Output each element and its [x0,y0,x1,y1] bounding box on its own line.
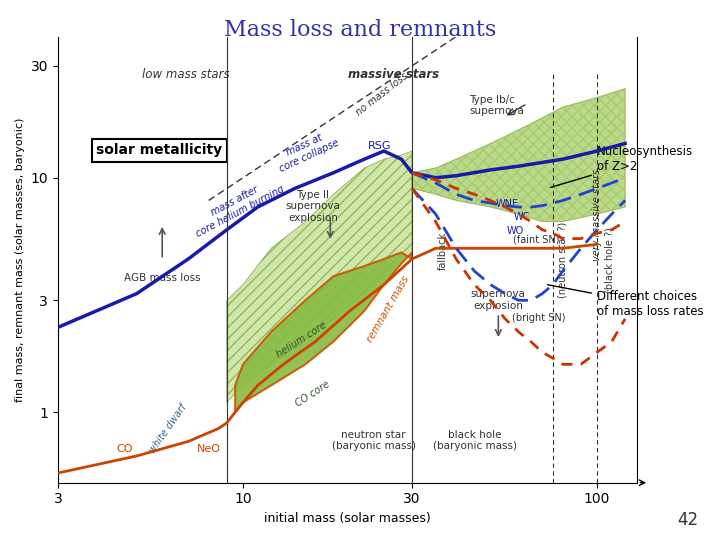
Text: AGB mass loss: AGB mass loss [124,273,201,283]
Text: Type II
supernova
explosion: Type II supernova explosion [285,190,341,222]
Text: 42: 42 [678,511,698,529]
Text: WO: WO [507,226,524,235]
Text: mass at
core collapse: mass at core collapse [273,127,341,174]
Text: low mass stars: low mass stars [142,68,229,81]
Text: (bright SN): (bright SN) [512,313,566,323]
Text: RSG: RSG [368,141,391,151]
Polygon shape [412,89,625,221]
Text: solar metallicity: solar metallicity [96,143,222,157]
Polygon shape [235,253,412,412]
Text: NeO: NeO [197,444,220,454]
Text: very massive stars: very massive stars [592,169,602,261]
Text: Mass loss and remnants: Mass loss and remnants [224,19,496,41]
Text: Nucleosynthesis
of Z>2: Nucleosynthesis of Z>2 [550,145,693,187]
Text: Different choices
of mass loss rates: Different choices of mass loss rates [547,285,703,318]
Text: fallback: fallback [438,232,449,270]
Text: (black hole ?): (black hole ?) [605,227,615,293]
Text: remnant mass: remnant mass [365,274,411,344]
Text: CO core: CO core [294,379,332,408]
Text: WNE: WNE [495,199,518,209]
Text: supernova
explosion: supernova explosion [471,289,526,310]
Y-axis label: final mass, remnant mass (solar masses, baryonic): final mass, remnant mass (solar masses, … [15,118,25,402]
Text: mass after
core helium burning: mass after core helium burning [189,173,286,239]
Text: (neutron star ?): (neutron star ?) [557,221,567,298]
X-axis label: initial mass (solar masses): initial mass (solar masses) [264,512,431,525]
Text: neutron star
(baryonic mass): neutron star (baryonic mass) [332,429,415,451]
Polygon shape [227,151,412,402]
Text: WC: WC [513,212,530,222]
Text: Type Ib/c
supernova: Type Ib/c supernova [469,94,524,116]
Text: helium core: helium core [274,320,328,360]
Text: massive stars: massive stars [348,68,440,81]
Text: white dwarf: white dwarf [148,403,189,456]
Text: CO: CO [117,444,132,454]
Text: black hole
(baryonic mass): black hole (baryonic mass) [433,429,517,451]
Text: (faint SN): (faint SN) [513,234,559,245]
Text: no mass loss: no mass loss [354,71,410,118]
